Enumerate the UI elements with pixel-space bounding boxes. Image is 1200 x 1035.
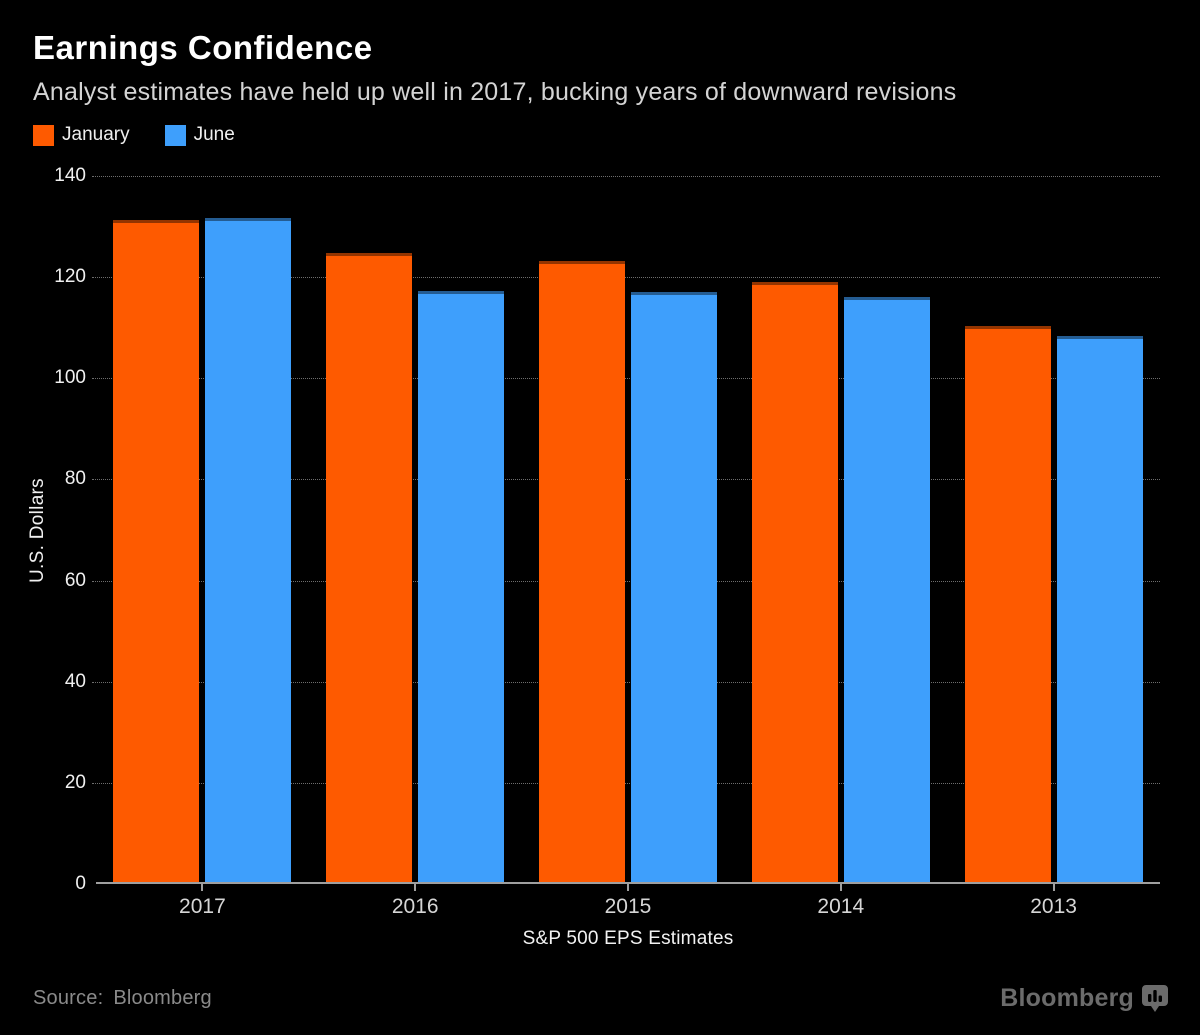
gridline-40 — [92, 681, 1160, 683]
y-tick-label-140: 140 — [54, 165, 86, 186]
chart-body: U.S. Dollars 0 20 40 60 80 100 120 140 — [27, 165, 1160, 894]
x-cell-2013: 2013 — [947, 884, 1160, 924]
y-tick-label-80: 80 — [64, 468, 86, 490]
subtitle: Analyst estimates have held up well in 2… — [33, 78, 957, 106]
x-tick-2016 — [414, 884, 417, 891]
bar-june-2015 — [630, 292, 717, 882]
x-tick-label-2017: 2017 — [179, 895, 226, 918]
legend-item-january: January — [33, 124, 130, 146]
legend-swatch-june — [164, 124, 186, 146]
bar-group-2015 — [522, 176, 735, 882]
bar-january-2015 — [538, 260, 625, 882]
legend-label: January — [62, 124, 130, 145]
source: Source: Bloomberg — [33, 987, 212, 1010]
bar-january-2016 — [326, 252, 413, 882]
bar-june-2017 — [205, 218, 292, 882]
bloomberg-terminal-icon — [1142, 985, 1168, 1012]
bar-january-2013 — [964, 326, 1051, 882]
bar-group-2013 — [947, 176, 1160, 882]
x-cell-2014: 2014 — [734, 884, 947, 924]
source-label: Source: — [33, 987, 104, 1009]
gridline-140 — [92, 176, 1160, 177]
bar-june-2013 — [1056, 336, 1143, 882]
gridline-20 — [92, 782, 1160, 784]
x-tick-label-2013: 2013 — [1030, 895, 1077, 918]
y-tick-label-0: 0 — [75, 873, 86, 894]
gridline-60 — [92, 580, 1160, 582]
bloomberg-logo-text: Bloomberg — [1000, 984, 1134, 1012]
chart: U.S. Dollars 0 20 40 60 80 100 120 140 2017 2016… — [0, 165, 1200, 950]
footer: Source: Bloomberg Bloomberg — [0, 984, 1200, 1013]
bar-groups — [96, 176, 1160, 882]
x-cell-2015: 2015 — [522, 884, 735, 924]
bar-june-2016 — [418, 291, 505, 882]
bar-june-2014 — [843, 296, 930, 882]
x-tick-label-2014: 2014 — [817, 895, 865, 918]
y-tick-label-100: 100 — [54, 367, 86, 389]
legend-label: June — [193, 124, 235, 145]
y-tick-label-120: 120 — [54, 266, 86, 288]
gridline-120 — [92, 277, 1160, 279]
x-tick-2014 — [839, 884, 842, 891]
legend-swatch-january — [33, 124, 54, 146]
gridline-100 — [92, 378, 1160, 380]
bar-group-2014 — [734, 176, 947, 882]
x-tick-2017 — [201, 884, 204, 891]
page-title: Earnings Confidence — [33, 29, 373, 66]
plot-area — [92, 176, 1160, 884]
x-axis: 2017 2016 2015 2014 2013 — [96, 884, 1160, 924]
bloomberg-logo: Bloomberg — [1000, 984, 1168, 1013]
legend: January June — [33, 124, 1200, 146]
bar-january-2014 — [751, 282, 838, 882]
x-cell-2016: 2016 — [309, 884, 522, 924]
bar-january-2017 — [113, 220, 200, 882]
y-tick-label-60: 60 — [64, 569, 86, 591]
gridline-80 — [92, 479, 1160, 481]
bar-group-2017 — [96, 176, 309, 882]
x-tick-2013 — [1052, 884, 1055, 891]
legend-item-june: June — [164, 124, 235, 146]
x-tick-2015 — [626, 884, 629, 891]
bar-group-2016 — [309, 176, 522, 882]
x-tick-label-2016: 2016 — [391, 895, 439, 918]
source-value: Bloomberg — [113, 987, 212, 1009]
x-axis-title: S&P 500 EPS Estimates — [522, 928, 734, 949]
y-tick-label-40: 40 — [64, 670, 86, 692]
y-tick-label-20: 20 — [64, 771, 86, 793]
x-tick-label-2015: 2015 — [604, 895, 652, 918]
y-axis: 0 20 40 60 80 100 120 140 — [0, 165, 86, 894]
x-cell-2017: 2017 — [96, 884, 309, 924]
